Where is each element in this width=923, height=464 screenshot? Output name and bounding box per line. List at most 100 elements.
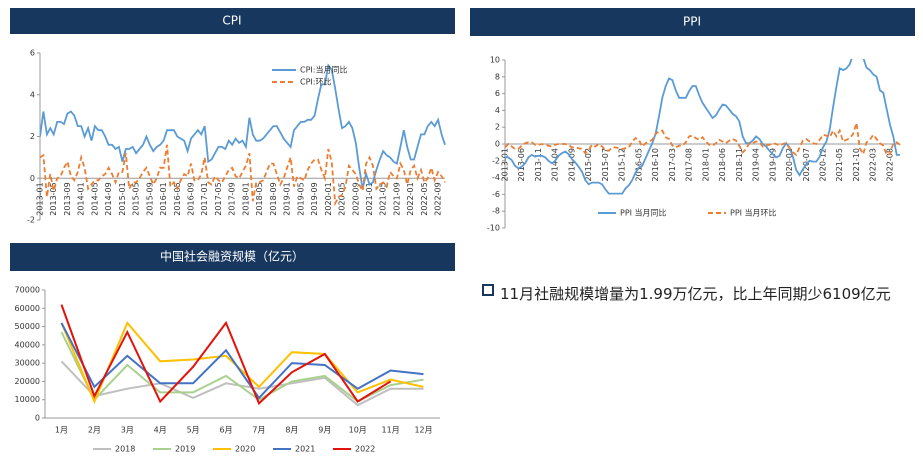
y-tick-label: 6 xyxy=(495,89,500,98)
x-tick-label: 2014-09 xyxy=(104,182,113,215)
y-tick-label: 8 xyxy=(495,72,500,81)
legend-label: PPI 当月同比 xyxy=(620,208,667,218)
x-tick-label: 2022-08 xyxy=(885,148,894,181)
x-tick-label: 2022-01 xyxy=(406,182,415,215)
y-tick-label: 30000 xyxy=(15,359,40,368)
series-line xyxy=(505,122,901,157)
y-tick-label: 10 xyxy=(490,56,500,65)
legend-label: 2021 xyxy=(295,445,315,454)
x-tick-label: 2019-01 xyxy=(283,182,292,215)
y-tick-label: -6 xyxy=(492,190,500,199)
y-tick-label: 6 xyxy=(30,49,35,58)
x-tick-label: 2016-05 xyxy=(634,148,643,181)
x-tick-label: 8月 xyxy=(285,426,298,435)
x-tick-label: 2016-01 xyxy=(159,182,168,215)
y-tick-label: 20000 xyxy=(15,377,40,386)
header-bar xyxy=(10,8,455,34)
x-tick-label: 2020-09 xyxy=(351,182,360,215)
x-tick-label: 2015-01 xyxy=(118,182,127,215)
x-tick-label: 2017-05 xyxy=(214,182,223,215)
x-tick-label: 2016-10 xyxy=(651,148,660,181)
x-tick-label: 2020-01 xyxy=(324,182,333,215)
x-tick-label: 2013-09 xyxy=(63,182,72,215)
x-tick-label: 11月 xyxy=(382,426,400,435)
x-tick-label: 2016-05 xyxy=(173,182,182,215)
x-tick-label: 12月 xyxy=(414,426,432,435)
x-tick-label: 2017-08 xyxy=(685,148,694,181)
x-tick-label: 4月 xyxy=(154,426,167,435)
x-tick-label: 2018-09 xyxy=(269,182,278,215)
x-tick-label: 2021-10 xyxy=(852,148,861,181)
x-tick-label: 2013-05 xyxy=(49,182,58,215)
x-tick-label: 2015-12 xyxy=(618,148,627,181)
x-tick-label: 1月 xyxy=(55,426,68,435)
x-tick-label: 2021-05 xyxy=(835,148,844,181)
y-tick-label: 50000 xyxy=(15,322,40,331)
x-tick-label: 3月 xyxy=(121,426,134,435)
x-tick-label: 2021-01 xyxy=(365,182,374,215)
x-tick-label: 2013-06 xyxy=(517,148,526,181)
x-tick-label: 2019-09 xyxy=(310,182,319,215)
x-tick-label: 2017-03 xyxy=(668,148,677,181)
series-line xyxy=(40,144,446,207)
x-tick-label: 2013-01 xyxy=(36,182,45,215)
series-line xyxy=(60,304,392,406)
x-tick-label: 2013-11 xyxy=(534,148,543,181)
y-tick-label: -2 xyxy=(27,216,35,225)
x-tick-label: 2014-04 xyxy=(551,148,560,181)
x-tick-label: 2016-09 xyxy=(187,182,196,215)
series-line xyxy=(505,59,900,195)
series-line xyxy=(60,322,424,400)
x-tick-label: 2015-05 xyxy=(132,182,141,215)
y-tick-label: 0 xyxy=(495,140,500,149)
legend-label: 2018 xyxy=(115,445,135,454)
y-tick-label: 4 xyxy=(495,106,500,115)
x-tick-label: 2018-11 xyxy=(735,148,744,181)
x-tick-label: 2015-02 xyxy=(584,148,593,181)
y-tick-label: 0 xyxy=(35,414,40,423)
x-tick-label: 2015-07 xyxy=(601,148,610,181)
legend-label: 2022 xyxy=(355,445,375,454)
x-tick-label: 2018-06 xyxy=(718,148,727,181)
x-tick-label: 2021-05 xyxy=(379,182,388,215)
series-line xyxy=(60,360,424,407)
header-bar xyxy=(470,8,915,36)
y-tick-label: -10 xyxy=(487,224,500,233)
x-tick-label: 2021-09 xyxy=(392,182,401,215)
chart-title: PPI xyxy=(683,15,701,29)
x-tick-label: 2020-12 xyxy=(819,148,828,181)
x-tick-label: 2017-09 xyxy=(228,182,237,215)
x-tick-label: 2月 xyxy=(88,426,101,435)
x-tick-label: 2014-09 xyxy=(567,148,576,181)
x-tick-label: 5月 xyxy=(187,426,200,435)
x-tick-label: 2018-01 xyxy=(241,182,250,215)
y-tick-label: 4 xyxy=(30,90,35,99)
x-tick-label: 2019-09 xyxy=(768,148,777,181)
legend-label: PPI 当月环比 xyxy=(730,208,777,218)
legend-label: 2019 xyxy=(175,445,195,454)
series-line xyxy=(60,321,424,405)
legend-label: CPI:当月同比 xyxy=(300,65,347,75)
x-tick-label: 2019-04 xyxy=(752,148,761,181)
y-tick-label: -4 xyxy=(492,173,500,182)
y-tick-label: 70000 xyxy=(15,286,40,295)
x-tick-label: 2018-05 xyxy=(255,182,264,215)
x-tick-label: 10月 xyxy=(349,426,367,435)
chart-title: 中国社会融资规模（亿元） xyxy=(160,249,304,264)
x-tick-label: 2022-03 xyxy=(869,148,878,181)
series-line xyxy=(40,63,446,189)
x-tick-label: 7月 xyxy=(252,426,265,435)
y-tick-label: 40000 xyxy=(15,340,40,349)
bullet xyxy=(482,284,494,296)
x-tick-label: 2022-09 xyxy=(434,182,443,215)
x-tick-label: 2020-05 xyxy=(338,182,347,215)
header-bar xyxy=(10,243,455,271)
y-tick-label: 60000 xyxy=(15,304,40,313)
y-tick-label: 10000 xyxy=(15,395,40,404)
note: 11月社融规模增量为1.99万亿元，比上年同期少6109亿元 xyxy=(500,285,891,303)
x-tick-label: 2013-01 xyxy=(501,148,510,181)
y-tick-label: -2 xyxy=(492,156,500,165)
x-tick-label: 2014-05 xyxy=(90,182,99,215)
